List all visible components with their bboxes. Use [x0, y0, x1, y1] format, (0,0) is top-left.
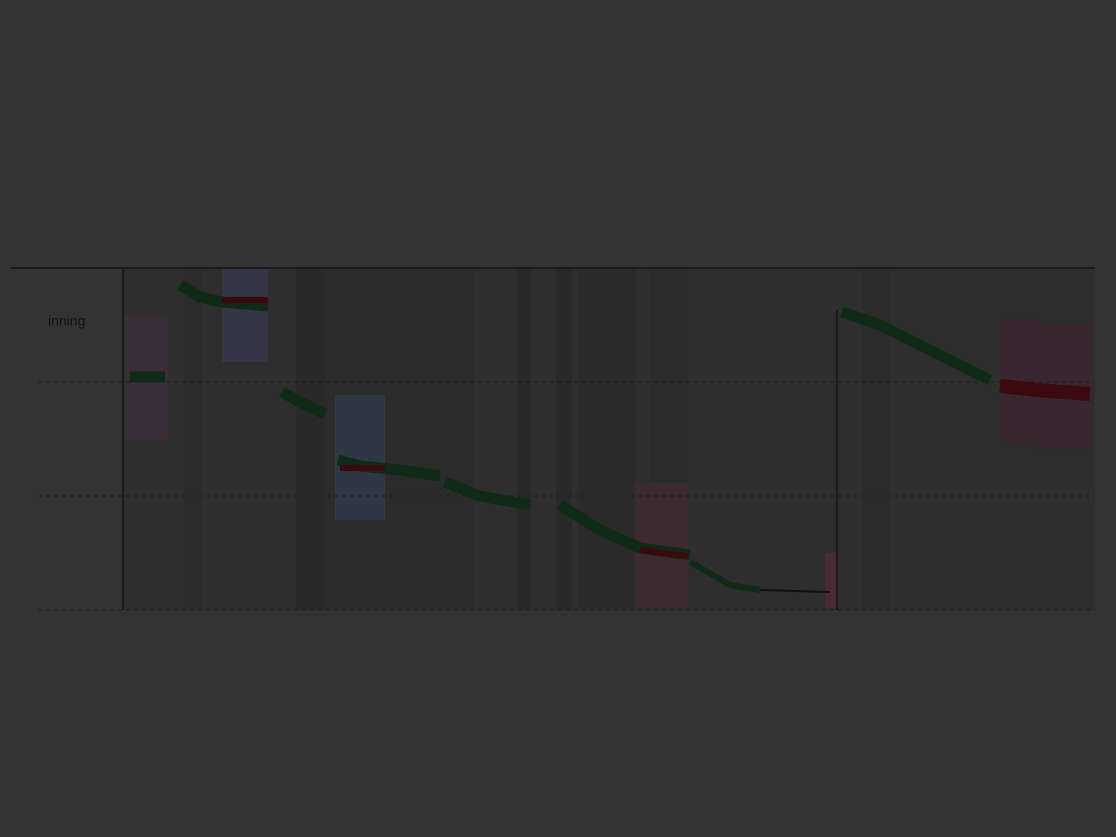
- trace-segment: [759, 589, 831, 593]
- trace-segment: [177, 280, 269, 312]
- trace-segment: [999, 379, 1091, 401]
- side-label: inning: [48, 313, 85, 329]
- plot-area: [123, 268, 1095, 610]
- trace-segment: [279, 387, 328, 419]
- band: [578, 268, 636, 610]
- trace-segment: [840, 306, 993, 385]
- band: [556, 268, 572, 610]
- trace: [130, 280, 1091, 593]
- band: [517, 268, 531, 610]
- trace-segment: [688, 559, 761, 593]
- range-box: [825, 553, 837, 608]
- grid: [38, 381, 1095, 611]
- range-box: [222, 268, 268, 362]
- trace-segment: [442, 476, 531, 511]
- band: [296, 268, 326, 610]
- trace-segment: [639, 547, 689, 559]
- band: [184, 268, 202, 610]
